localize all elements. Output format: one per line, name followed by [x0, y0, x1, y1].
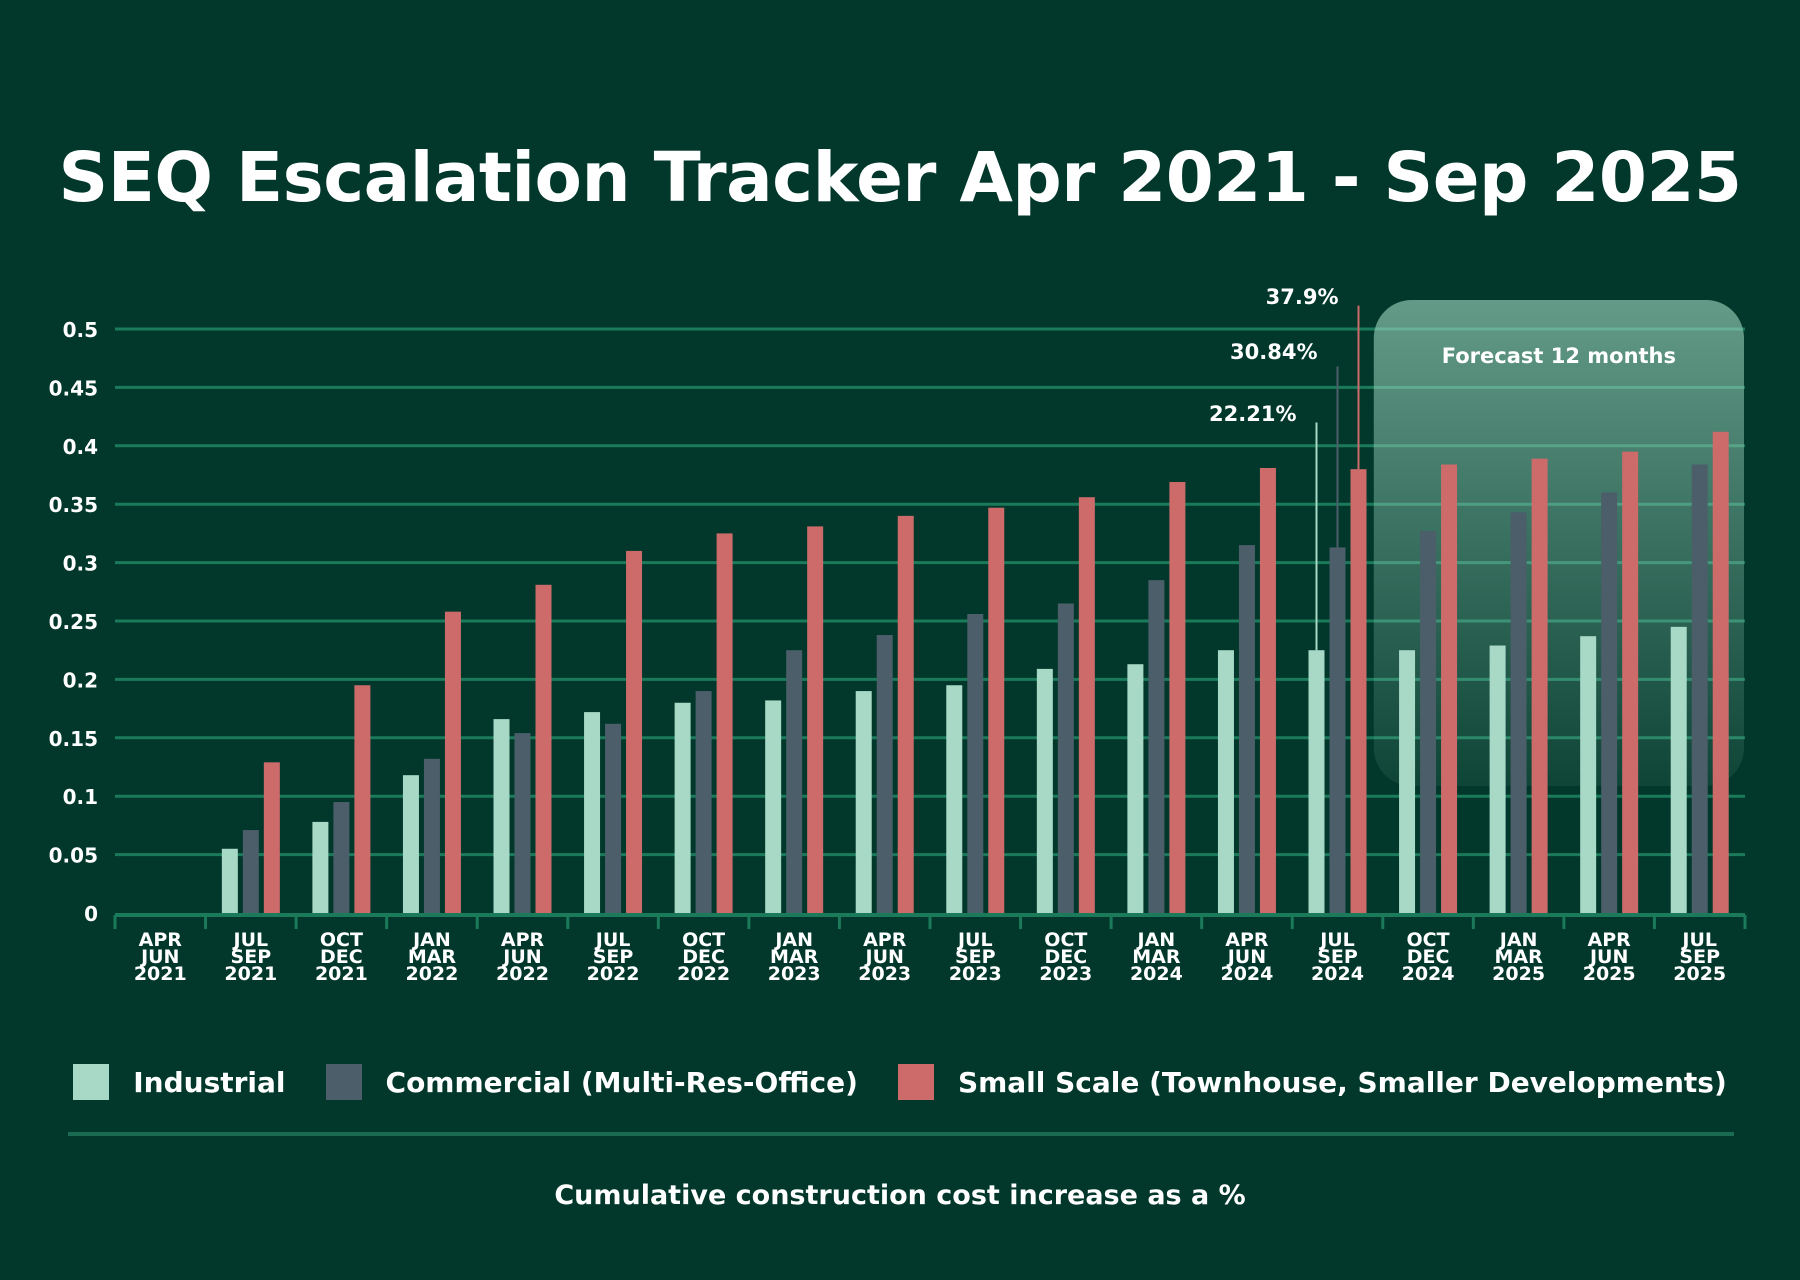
legend-item-small-scale: Small Scale (Townhouse, Smaller Developm… — [897, 1064, 1727, 1100]
legend-item-commercial: Commercial (Multi-Res-Office) — [325, 1064, 858, 1100]
bar-industrial — [584, 712, 601, 913]
bar-industrial — [1127, 664, 1144, 913]
escalation-bar-chart: Forecast 12 months 0 0.05 0.1 0.15 0.2 0.25 0.… — [49, 285, 1747, 985]
bar-industrial — [493, 719, 510, 913]
x-tick-label: APR JUN 2024 — [1220, 929, 1273, 985]
forecast-panel — [1373, 300, 1744, 786]
y-tick-label: 0.35 — [49, 493, 98, 517]
bar-commercial — [695, 691, 712, 913]
bar-small-scale — [1441, 464, 1458, 913]
bar-commercial — [1510, 512, 1527, 913]
bar-commercial — [1057, 603, 1074, 913]
bar-small-scale — [988, 507, 1005, 913]
x-tick-label: JAN MAR 2025 — [1492, 929, 1545, 985]
x-tick-label: JUL SEP 2023 — [949, 929, 1002, 985]
bar-commercial — [333, 802, 350, 913]
bar-small-scale — [1622, 451, 1639, 913]
bar-commercial — [423, 758, 440, 913]
x-tick-label: JUL SEP 2024 — [1311, 929, 1364, 985]
bar-small-scale — [535, 584, 552, 913]
bar-commercial — [514, 733, 531, 913]
x-tick-label: OCT DEC 2021 — [315, 929, 368, 985]
x-tick-label: APR JUN 2022 — [496, 929, 549, 985]
bar-industrial — [312, 821, 329, 913]
page-title: SEQ Escalation Tracker Apr 2021 - Sep 20… — [58, 138, 1742, 218]
bar-commercial — [876, 635, 893, 913]
x-tick-label: APR JUN 2021 — [134, 929, 187, 985]
bar-industrial — [1308, 650, 1325, 913]
x-tick-label: APR JUN 2025 — [1583, 929, 1636, 985]
bar-small-scale — [1531, 458, 1548, 913]
bar-industrial — [1036, 668, 1053, 913]
x-tick-label: JAN MAR 2022 — [405, 929, 458, 985]
y-tick-label: 0.2 — [63, 668, 98, 692]
y-tick-label: 0.05 — [49, 844, 98, 868]
x-tick-label: JUL SEP 2022 — [587, 929, 640, 985]
x-tick-label: JUL SEP 2021 — [224, 929, 277, 985]
legend-label-industrial: Industrial — [133, 1065, 286, 1099]
forecast-label: Forecast 12 months — [1442, 344, 1676, 368]
bar-commercial — [1420, 531, 1437, 913]
bar-commercial — [1601, 492, 1618, 913]
bar-small-scale — [897, 515, 914, 913]
y-tick-label: 0.25 — [49, 610, 98, 634]
chart-footnote: Cumulative construction cost increase as… — [554, 1180, 1246, 1211]
bar-industrial — [1670, 626, 1687, 913]
bar-industrial — [855, 691, 872, 913]
x-tick-label: JAN MAR 2024 — [1130, 929, 1183, 985]
legend-swatch-small-scale — [897, 1064, 934, 1100]
annotation-label: 22.21% — [1209, 402, 1296, 426]
bar-small-scale — [807, 526, 824, 913]
bar-small-scale — [444, 611, 461, 913]
bar-small-scale — [1259, 467, 1276, 913]
y-tick-label: 0.5 — [63, 318, 98, 342]
legend-item-industrial: Industrial — [73, 1064, 286, 1100]
x-tick-label: OCT DEC 2024 — [1402, 929, 1455, 985]
y-tick-label: 0.45 — [49, 376, 98, 400]
y-tick-label: 0 — [84, 902, 98, 926]
bar-small-scale — [1712, 431, 1729, 913]
bar-small-scale — [263, 762, 280, 913]
y-tick-label: 0.1 — [63, 785, 98, 809]
y-tick-label: 0.4 — [63, 435, 98, 459]
bar-industrial — [1580, 636, 1597, 913]
bar-commercial — [1148, 580, 1165, 913]
bar-industrial — [1489, 645, 1506, 913]
bar-commercial — [242, 830, 259, 913]
x-tick-label: OCT DEC 2022 — [677, 929, 730, 985]
bar-commercial — [1329, 547, 1346, 913]
bar-commercial — [786, 650, 803, 913]
legend-label-commercial: Commercial (Multi-Res-Office) — [385, 1065, 858, 1099]
bar-industrial — [1217, 650, 1234, 913]
bar-small-scale — [1350, 469, 1367, 913]
x-tick-label: APR JUN 2023 — [858, 929, 911, 985]
bar-industrial — [946, 685, 963, 913]
legend-label-small-scale: Small Scale (Townhouse, Smaller Developm… — [957, 1065, 1727, 1099]
annotation-label: 37.9% — [1266, 285, 1339, 309]
bar-industrial — [674, 702, 691, 913]
legend-swatch-commercial — [325, 1064, 362, 1100]
x-tick-label: OCT DEC 2023 — [1039, 929, 1092, 985]
bar-small-scale — [1169, 482, 1186, 913]
bar-commercial — [1238, 545, 1255, 913]
footer-divider — [68, 1132, 1734, 1136]
bar-industrial — [1399, 650, 1416, 913]
bar-industrial — [765, 700, 782, 913]
bar-small-scale — [716, 533, 733, 913]
y-tick-label: 0.15 — [49, 727, 98, 751]
bar-commercial — [605, 723, 622, 913]
legend-swatch-industrial — [73, 1064, 110, 1100]
y-tick-label: 0.3 — [63, 552, 98, 576]
bar-commercial — [967, 613, 984, 913]
bar-small-scale — [626, 550, 643, 913]
bar-small-scale — [354, 685, 371, 913]
annotation-label: 30.84% — [1230, 340, 1317, 364]
bar-commercial — [1691, 464, 1708, 913]
x-tick-label: JAN MAR 2023 — [768, 929, 821, 985]
chart-legend: Industrial Commercial (Multi-Res-Office)… — [0, 1064, 1800, 1100]
bar-industrial — [221, 848, 238, 913]
bar-industrial — [402, 775, 419, 913]
bar-small-scale — [1078, 497, 1095, 913]
x-tick-label: JUL SEP 2025 — [1673, 929, 1726, 985]
